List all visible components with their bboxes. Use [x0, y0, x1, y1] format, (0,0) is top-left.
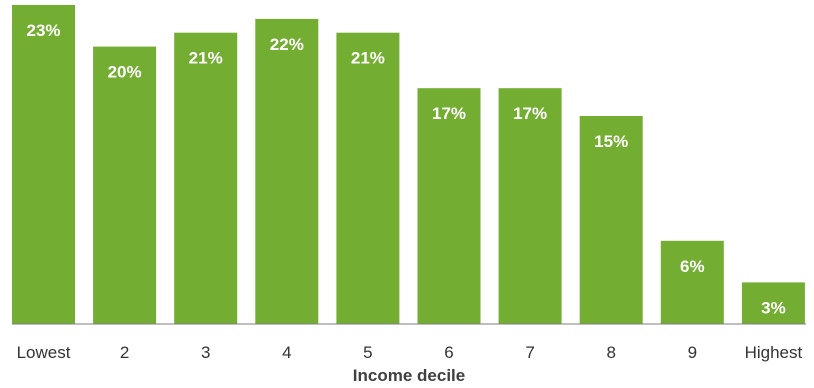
- x-tick-label: Highest: [745, 343, 803, 362]
- x-tick-label: 7: [525, 343, 534, 362]
- bar-lowest: [12, 5, 75, 324]
- bar-value-label: 22%: [270, 35, 304, 54]
- bar-value-label: 21%: [189, 49, 223, 68]
- bar-value-label: 17%: [432, 104, 466, 123]
- bar-9: [660, 240, 724, 324]
- bar-3: [174, 32, 238, 324]
- bar-value-label: 3%: [761, 298, 786, 317]
- x-tick-label: 4: [282, 343, 291, 362]
- x-tick-label: 9: [688, 343, 697, 362]
- bar-value-label: 21%: [351, 49, 385, 68]
- x-tick-label: 3: [201, 343, 210, 362]
- x-tick-label: 2: [120, 343, 129, 362]
- x-tick-label: 5: [363, 343, 372, 362]
- x-tick-label: 6: [444, 343, 453, 362]
- bar-value-label: 20%: [108, 63, 142, 82]
- bar-value-label: 15%: [594, 132, 628, 151]
- bar-value-label: 6%: [680, 257, 705, 276]
- bars-group: [12, 5, 805, 325]
- x-axis-title: Income decile: [353, 366, 465, 385]
- bar-highest: [741, 282, 805, 324]
- bar-5: [336, 32, 400, 324]
- x-tick-label: 8: [606, 343, 615, 362]
- bar-8: [579, 116, 643, 324]
- bar-value-label: 23%: [26, 21, 60, 40]
- bar-2: [93, 46, 157, 324]
- bar-4: [255, 18, 319, 325]
- x-tick-label: Lowest: [17, 343, 71, 362]
- bar-7: [498, 88, 562, 324]
- bar-6: [417, 88, 481, 324]
- x-axis-tick-labels: Lowest 2 3 4 5 6 7 8 9 Highest: [17, 343, 803, 362]
- bar-value-labels: 23% 20% 21% 22% 21% 17% 17% 15% 6% 3%: [26, 21, 785, 317]
- bar-value-label: 17%: [513, 104, 547, 123]
